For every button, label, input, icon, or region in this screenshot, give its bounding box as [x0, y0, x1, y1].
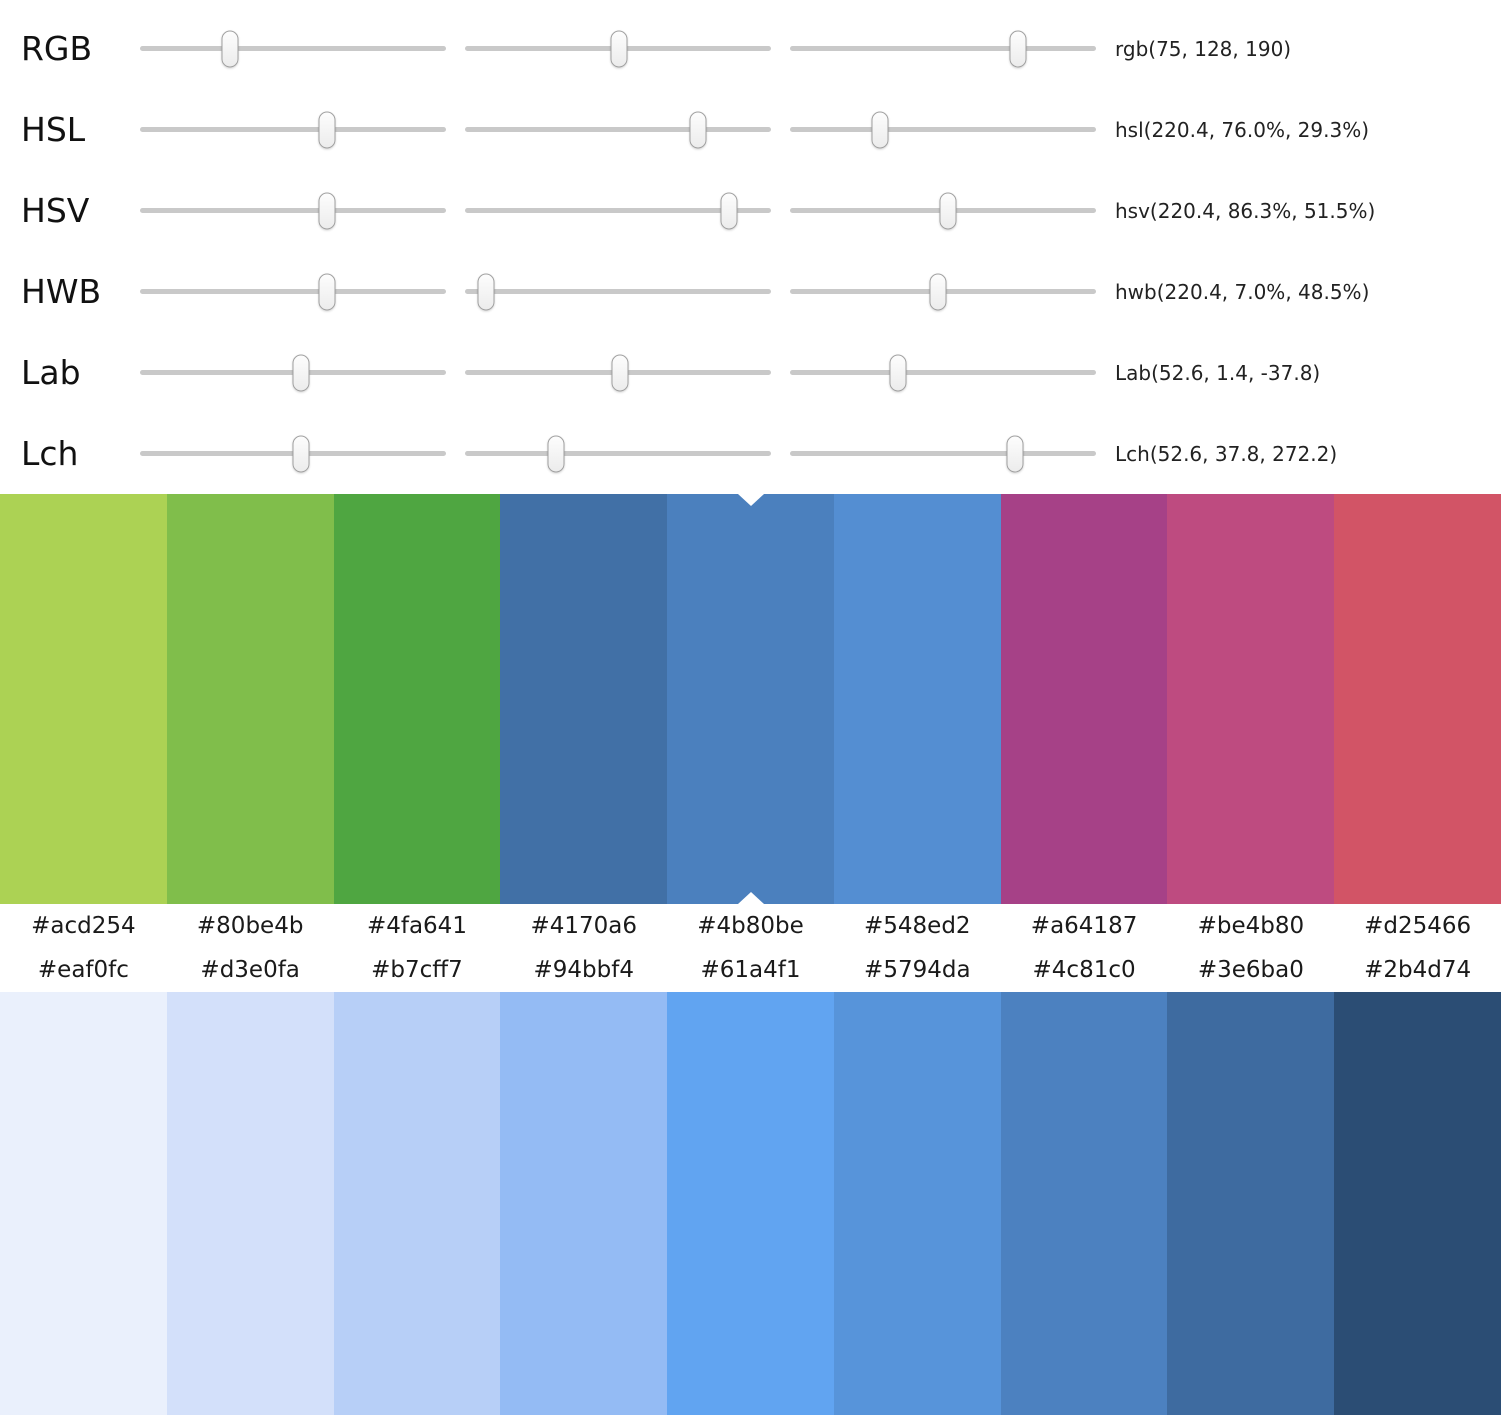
slider-thumb[interactable]	[889, 354, 907, 391]
slider-thumb[interactable]	[318, 273, 336, 310]
slider-track[interactable]	[465, 354, 771, 391]
swatch[interactable]	[1334, 992, 1501, 1415]
hex-label: #4170a6	[530, 913, 637, 939]
slider-value: hwb(220.4, 7.0%, 48.5%)	[1115, 279, 1370, 304]
hex-label: #d3e0fa	[200, 957, 300, 983]
slider-row-label: HSV	[21, 191, 90, 230]
slider-track[interactable]	[465, 192, 771, 229]
hex-label: #61a4f1	[700, 957, 801, 983]
slider-thumb[interactable]	[318, 192, 336, 229]
hex-label: #4b80be	[697, 913, 804, 939]
hex-label: #b7cff7	[371, 957, 463, 983]
slider-row-label: Lab	[21, 353, 81, 392]
swatch[interactable]	[1000, 992, 1168, 1415]
hex-label: #4c81c0	[1032, 957, 1136, 983]
slider-thumb[interactable]	[477, 273, 495, 310]
slider-row-label: Lch	[21, 434, 79, 473]
hex-label: #80be4b	[196, 913, 304, 939]
slider-row-lab: Lab Lab(52.6, 1.4, -37.8)	[0, 332, 1501, 413]
slider-thumb[interactable]	[929, 273, 947, 310]
slider-thumb[interactable]	[292, 435, 310, 472]
slider-track[interactable]	[790, 354, 1096, 391]
slider-thumb[interactable]	[292, 354, 310, 391]
slider-row-hsv: HSV hsv(220.4, 86.3%, 51.5%)	[0, 170, 1501, 251]
slider-track[interactable]	[140, 273, 446, 310]
swatch[interactable]	[667, 992, 834, 1415]
slider-track[interactable]	[790, 192, 1096, 229]
slider-track[interactable]	[790, 435, 1096, 472]
slider-row-lch: Lch Lch(52.6, 37.8, 272.2)	[0, 413, 1501, 494]
hex-label: #acd254	[31, 913, 136, 939]
swatch[interactable]	[166, 992, 334, 1415]
slider-value: rgb(75, 128, 190)	[1115, 36, 1292, 61]
hex-label: #eaf0fc	[37, 957, 129, 983]
slider-row-hwb: HWB hwb(220.4, 7.0%, 48.5%)	[0, 251, 1501, 332]
slider-thumb[interactable]	[611, 354, 629, 391]
slider-row-hsl: HSL hsl(220.4, 76.0%, 29.3%)	[0, 89, 1501, 170]
slider-thumb[interactable]	[939, 192, 957, 229]
swatch[interactable]	[1000, 494, 1168, 904]
hex-label: #4fa641	[366, 913, 467, 939]
slider-track[interactable]	[790, 30, 1096, 67]
hex-label: #548ed2	[864, 913, 971, 939]
slider-track[interactable]	[465, 111, 771, 148]
slider-thumb[interactable]	[1006, 435, 1024, 472]
swatch[interactable]	[833, 992, 1001, 1415]
selected-swatch-notch-top	[737, 494, 764, 506]
slider-value: Lab(52.6, 1.4, -37.8)	[1115, 360, 1321, 385]
slider-track[interactable]	[140, 111, 446, 148]
slider-track[interactable]	[790, 111, 1096, 148]
swatch[interactable]	[0, 494, 167, 904]
slider-thumb[interactable]	[221, 30, 239, 67]
swatch[interactable]	[1167, 992, 1335, 1415]
swatch[interactable]	[166, 494, 334, 904]
slider-track[interactable]	[140, 435, 446, 472]
selected-swatch-notch-bottom	[737, 892, 764, 904]
slider-track[interactable]	[465, 273, 771, 310]
slider-thumb[interactable]	[610, 30, 628, 67]
slider-row-label: RGB	[21, 29, 93, 68]
palette-lightness-variations	[0, 992, 1501, 1415]
swatch[interactable]	[333, 992, 501, 1415]
hex-label: #a64187	[1030, 913, 1138, 939]
hex-labels-top-palette: #acd254 #80be4b #4fa641 #4170a6 #4b80be #548e…	[0, 904, 1501, 948]
slider-track[interactable]	[790, 273, 1096, 310]
swatch[interactable]	[667, 494, 834, 904]
swatch[interactable]	[0, 992, 167, 1415]
slider-track[interactable]	[140, 30, 446, 67]
swatch[interactable]	[833, 494, 1001, 904]
slider-track[interactable]	[465, 435, 771, 472]
palette-hue-variations	[0, 494, 1501, 904]
hex-label: #5794da	[864, 957, 971, 983]
hex-label: #94bbf4	[533, 957, 634, 983]
slider-section: RGB rgb(75, 128, 190) HSL hsl(220.4, 76.…	[0, 0, 1501, 494]
slider-thumb[interactable]	[318, 111, 336, 148]
slider-track[interactable]	[140, 354, 446, 391]
slider-value: hsl(220.4, 76.0%, 29.3%)	[1115, 117, 1370, 142]
swatch[interactable]	[1334, 494, 1501, 904]
hex-label: #3e6ba0	[1197, 957, 1304, 983]
slider-thumb[interactable]	[871, 111, 889, 148]
slider-thumb[interactable]	[1009, 30, 1027, 67]
slider-thumb[interactable]	[689, 111, 707, 148]
slider-thumb[interactable]	[720, 192, 738, 229]
slider-value: Lch(52.6, 37.8, 272.2)	[1115, 441, 1338, 466]
slider-track[interactable]	[465, 30, 771, 67]
slider-thumb[interactable]	[547, 435, 565, 472]
slider-row-label: HWB	[21, 272, 102, 311]
slider-value: hsv(220.4, 86.3%, 51.5%)	[1115, 198, 1376, 223]
slider-row-label: HSL	[21, 110, 86, 149]
swatch[interactable]	[500, 992, 668, 1415]
hex-labels-bottom-palette: #eaf0fc #d3e0fa #b7cff7 #94bbf4 #61a4f1 #5794…	[0, 948, 1501, 992]
hex-label: #be4b80	[1197, 913, 1305, 939]
slider-track[interactable]	[140, 192, 446, 229]
hex-label: #2b4d74	[1364, 957, 1472, 983]
slider-row-rgb: RGB rgb(75, 128, 190)	[0, 8, 1501, 89]
swatch[interactable]	[500, 494, 668, 904]
swatch[interactable]	[333, 494, 501, 904]
hex-label: #d25466	[1364, 913, 1472, 939]
swatch[interactable]	[1167, 494, 1335, 904]
